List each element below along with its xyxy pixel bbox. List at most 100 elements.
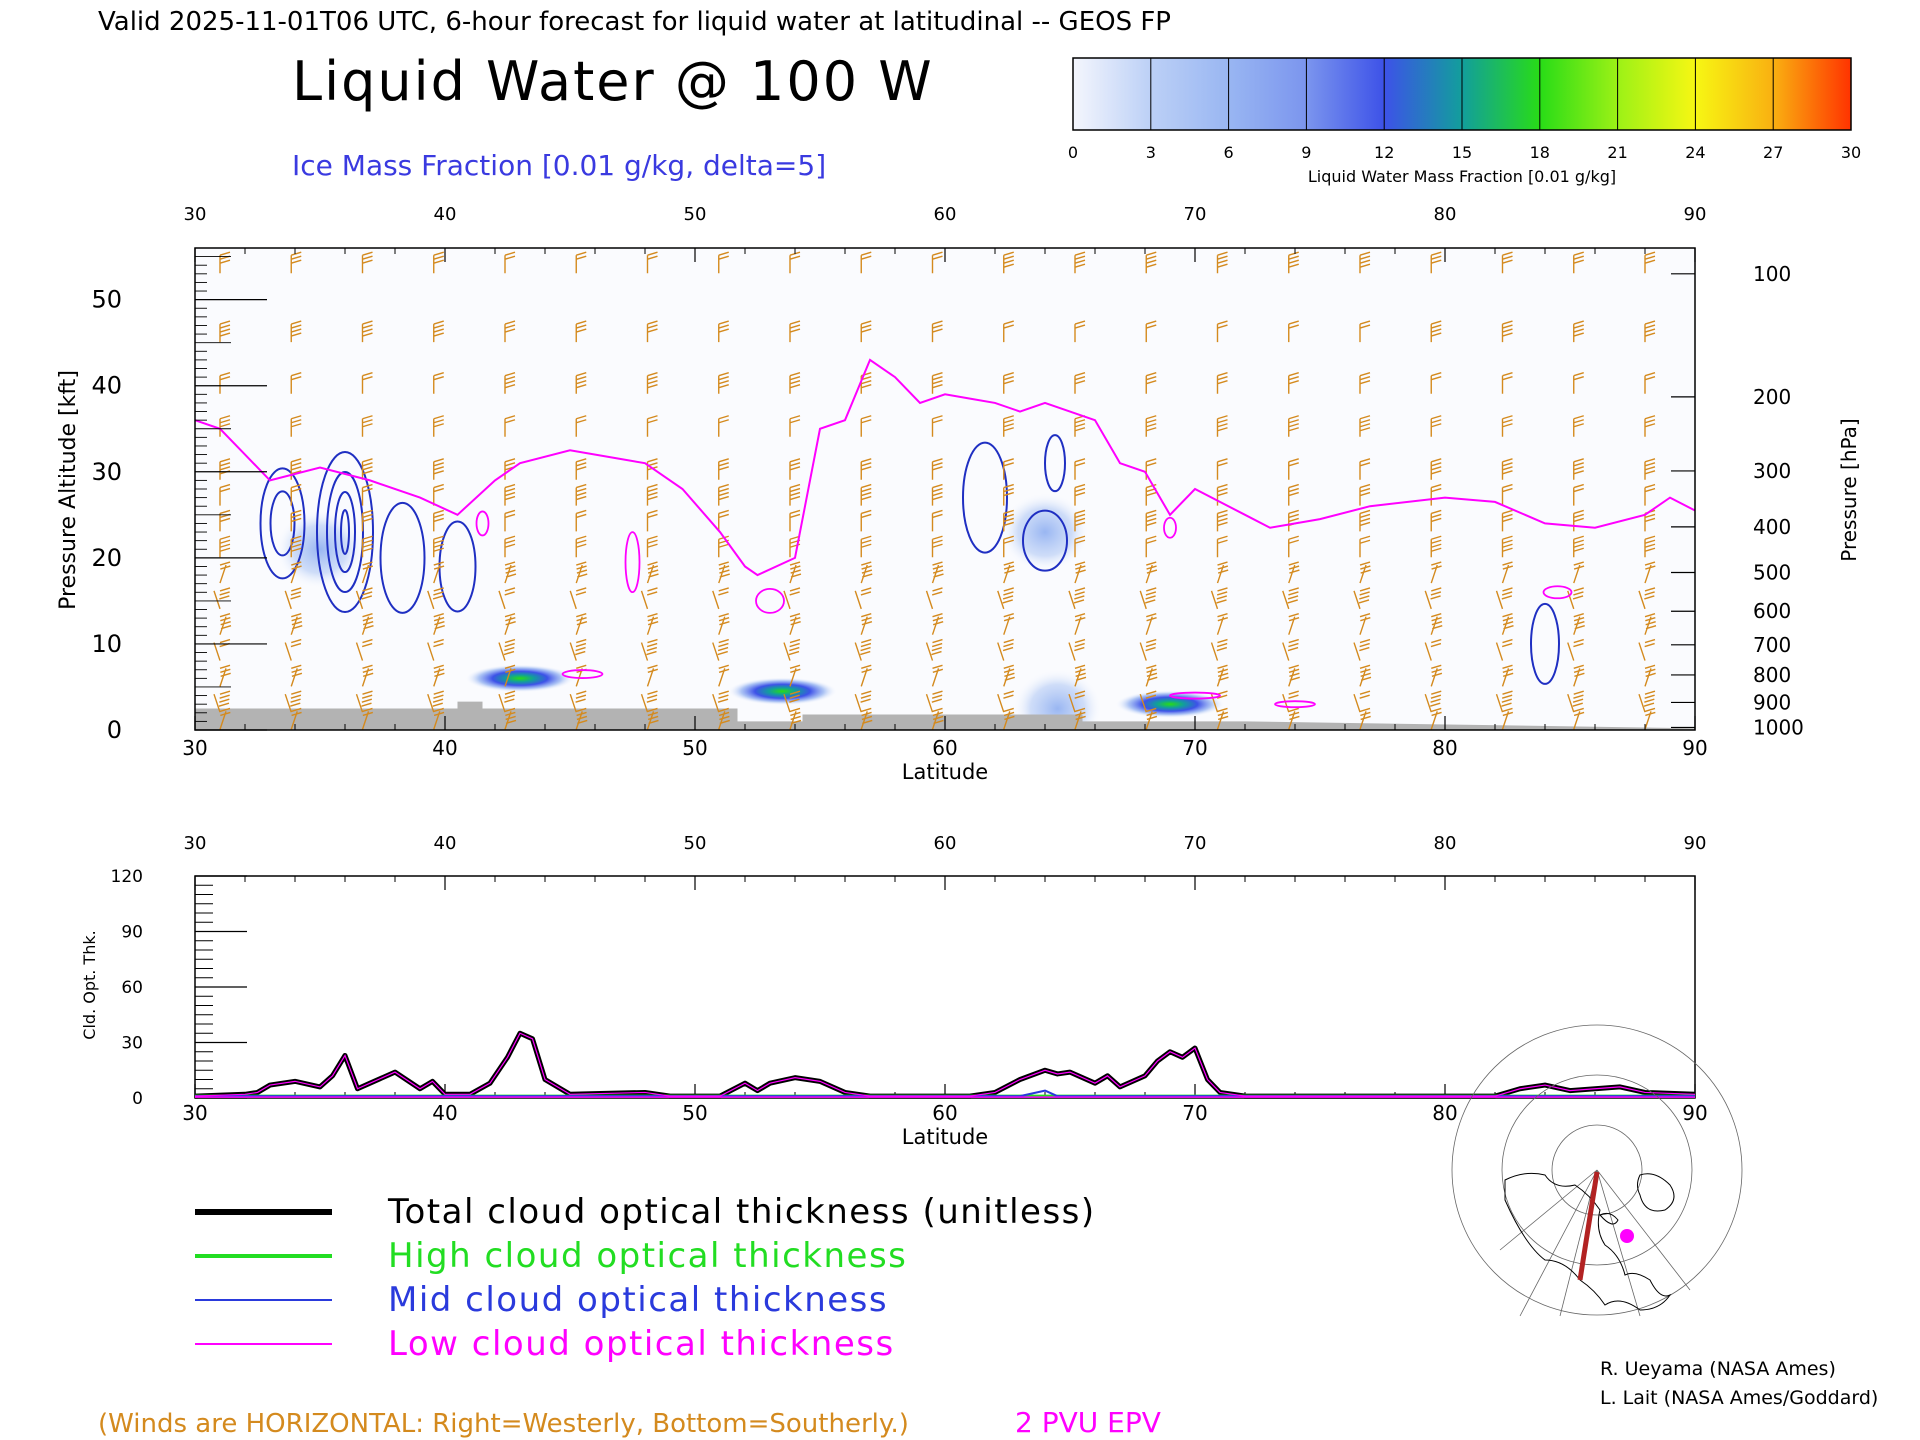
wind-barb xyxy=(1359,372,1371,394)
wind-barb xyxy=(1288,251,1299,274)
wind-barb xyxy=(290,509,302,532)
epv-feature-2 xyxy=(475,510,490,537)
wind-barb xyxy=(219,458,231,480)
wind-barb xyxy=(860,561,873,584)
wind-barb xyxy=(1644,613,1657,635)
ice-contour-8 xyxy=(962,441,1008,554)
wind-barb xyxy=(433,509,444,532)
wind-barb xyxy=(1074,415,1086,437)
epv-feature-5 xyxy=(561,669,604,679)
wind-barb xyxy=(1216,483,1228,506)
wind-barb xyxy=(504,320,516,343)
wind-barb xyxy=(1573,509,1584,532)
terrain xyxy=(195,701,1695,730)
epv-line-group xyxy=(195,358,1695,709)
epv-feature-0 xyxy=(624,531,641,594)
wind-barb xyxy=(284,638,302,661)
wind-barb xyxy=(433,664,445,687)
wind-barb xyxy=(569,638,587,661)
wind-barb xyxy=(1288,372,1299,394)
wind-barb xyxy=(1424,638,1442,661)
wind-barb xyxy=(1288,483,1299,506)
wind-barb xyxy=(931,613,944,635)
cot-y-tick-label: 0 xyxy=(132,1089,143,1109)
wind-barb xyxy=(1288,320,1299,343)
main-x-tick-label: 40 xyxy=(432,736,457,760)
wind-barb xyxy=(1501,372,1513,394)
wind-barb xyxy=(504,561,517,584)
wind-barb xyxy=(718,613,730,635)
wind-barb xyxy=(433,561,445,584)
wind-barb xyxy=(1216,664,1229,687)
wind-barb xyxy=(789,509,801,532)
wind-barb xyxy=(646,509,658,532)
legend: Total cloud optical thickness (unitless)… xyxy=(195,1192,1096,1364)
wind-barb xyxy=(1501,509,1513,532)
wind-barb xyxy=(361,415,373,437)
main-top-tick-label: 60 xyxy=(934,204,957,225)
pressure-tick-label: 900 xyxy=(1753,690,1791,714)
wind-barb xyxy=(284,690,302,713)
pressure-tick-label: 600 xyxy=(1753,599,1791,623)
ice-contour-0 xyxy=(259,467,306,580)
wind-barb xyxy=(931,251,943,274)
wind-barb xyxy=(1074,664,1087,687)
cot-x-tick-label: 80 xyxy=(1432,1101,1457,1125)
wind-barb xyxy=(1501,458,1513,480)
wind-barb xyxy=(646,458,658,480)
wind-barb xyxy=(1573,458,1584,480)
wind-barb xyxy=(1074,707,1086,730)
lw-maximum-3 xyxy=(1012,668,1103,730)
pressure-tick-label: 1000 xyxy=(1753,715,1804,739)
wind-barb xyxy=(1216,613,1229,635)
wind-barb xyxy=(427,690,444,713)
main-top-tick-label: 30 xyxy=(184,204,207,225)
wind-barb xyxy=(997,690,1014,713)
wind-barb xyxy=(1068,690,1086,713)
wind-barb xyxy=(1216,707,1229,730)
wind-barb xyxy=(1573,535,1584,558)
main-x-tick-label: 50 xyxy=(682,736,707,760)
colorbar-tick-label: 24 xyxy=(1685,143,1705,162)
wind-barb xyxy=(433,707,445,730)
wind-barb xyxy=(433,483,444,506)
wind-barb xyxy=(1288,458,1299,480)
wind-barb xyxy=(1003,509,1014,532)
wind-barb xyxy=(860,664,872,687)
legend-label-0: Total cloud optical thickness (unitless) xyxy=(387,1192,1096,1232)
wind-barb xyxy=(1573,707,1585,730)
main-y-tick-label: 0 xyxy=(107,716,122,744)
wind-barb xyxy=(860,415,872,437)
wind-barb xyxy=(1359,458,1371,480)
legend-label-3: Low cloud optical thickness xyxy=(388,1324,895,1364)
cot-low-overlay xyxy=(194,1032,1696,1097)
wind-barb xyxy=(1638,587,1656,610)
wind-barb xyxy=(1003,320,1014,343)
wind-barb xyxy=(1501,535,1513,558)
wind-barb xyxy=(1573,613,1585,635)
wind-barb xyxy=(1074,251,1086,274)
wind-barb xyxy=(1573,664,1585,687)
wind-barb xyxy=(712,690,729,713)
wind-barb xyxy=(1495,690,1513,713)
wind-barb xyxy=(504,509,516,532)
wind-barb xyxy=(860,320,872,343)
wind-barb xyxy=(1353,690,1371,713)
wind-barb xyxy=(290,664,303,687)
cot-x-tick-label: 70 xyxy=(1182,1101,1207,1125)
cot-y-tick-label: 60 xyxy=(121,978,143,998)
wind-barb xyxy=(1216,561,1229,584)
ice-contour-11 xyxy=(1530,602,1560,685)
wind-barb xyxy=(718,458,729,480)
colorbar-tick-label: 9 xyxy=(1301,143,1311,162)
wind-barb xyxy=(575,613,588,635)
wind-barb xyxy=(1074,509,1086,532)
colorbar: 0 3 6 9 12 15 18 21 24 27 30 xyxy=(1068,57,1861,162)
wind-barb xyxy=(290,483,302,506)
wind-barb xyxy=(1003,664,1015,687)
wind-barb xyxy=(1573,483,1584,506)
wind-barb xyxy=(504,458,516,480)
wind-barb xyxy=(1074,613,1086,635)
wind-barb xyxy=(1644,415,1656,437)
wind-barb xyxy=(427,587,444,610)
